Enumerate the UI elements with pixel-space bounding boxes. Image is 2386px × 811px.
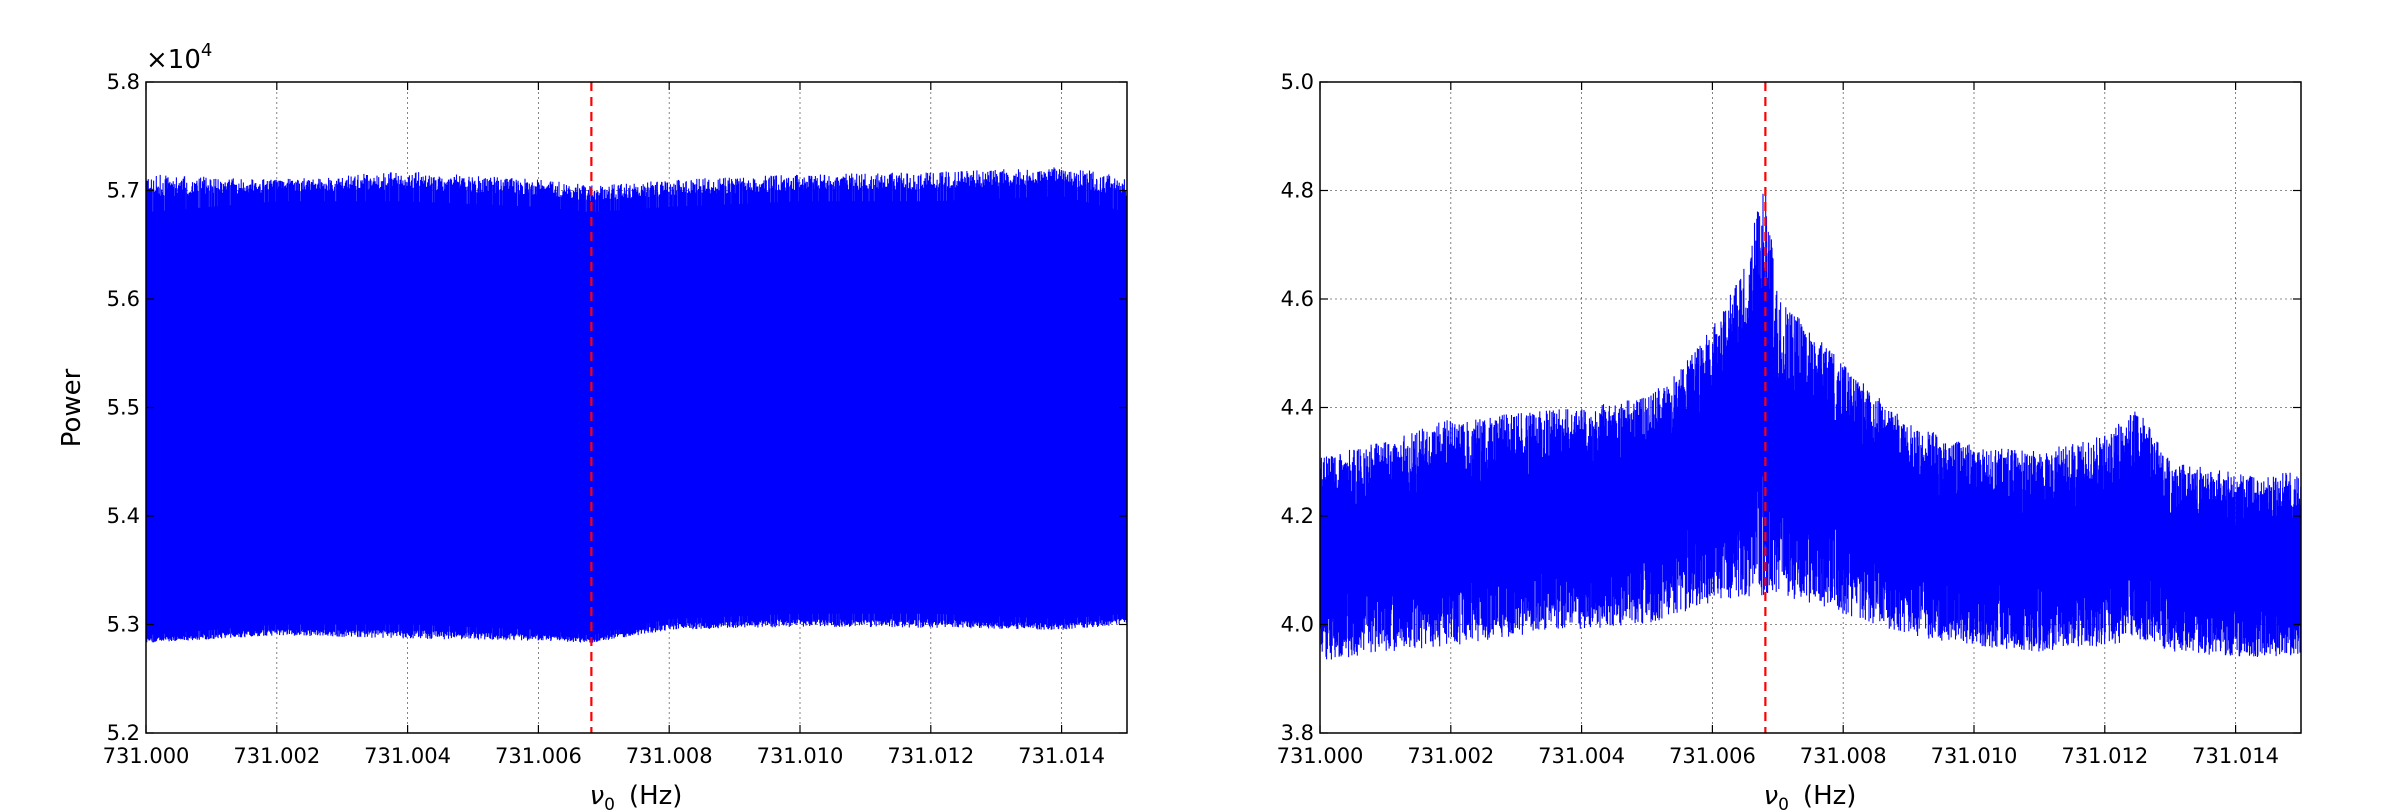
x-axis-label-right-symbol: ν bbox=[1764, 781, 1779, 811]
x-axis-label-left-subscript: 0 bbox=[604, 795, 615, 811]
x-axis-label-left-symbol: ν bbox=[590, 781, 605, 811]
x-tick-label: 731.010 bbox=[1931, 744, 2018, 768]
y-tick-label: 5.8 bbox=[107, 70, 140, 94]
y-tick-label: 4.2 bbox=[1281, 504, 1314, 528]
y-tick-label: 5.2 bbox=[107, 721, 140, 745]
x-axis-label-right: ν0 (Hz) bbox=[1764, 781, 1857, 811]
x-tick-label: 731.010 bbox=[757, 744, 844, 768]
y-tick-label: 5.5 bbox=[107, 396, 140, 420]
y-tick-label: 3.8 bbox=[1281, 721, 1314, 745]
y-tick-label: 4.6 bbox=[1281, 287, 1314, 311]
y-tick-label: 5.0 bbox=[1281, 70, 1314, 94]
x-tick-label: 731.012 bbox=[887, 744, 974, 768]
y-tick-label: 5.4 bbox=[107, 504, 140, 528]
x-tick-label: 731.014 bbox=[2192, 744, 2279, 768]
x-axis-label-left-unit: (Hz) bbox=[629, 781, 683, 811]
x-tick-label: 731.004 bbox=[364, 744, 451, 768]
series-left bbox=[146, 167, 1127, 643]
ticks-left bbox=[145, 81, 1127, 734]
series-line bbox=[146, 167, 1127, 643]
y-tick-labels-left: 5.2 5.3 5.4 5.5 5.6 5.7 5.8 bbox=[107, 70, 140, 745]
x-tick-label: 731.002 bbox=[233, 744, 320, 768]
x-tick-label: 731.014 bbox=[1018, 744, 1105, 768]
y-tick-labels-right: 3.8 4.0 4.2 4.4 4.6 4.8 5.0 bbox=[1281, 70, 1314, 745]
x-tick-label: 731.006 bbox=[1669, 744, 1756, 768]
y-offset-exponent: 4 bbox=[201, 40, 212, 61]
y-axis-label-left: Power bbox=[57, 368, 87, 447]
x-tick-label: 731.006 bbox=[495, 744, 582, 768]
chart-left: 731.000 731.002 731.004 731.006 731.008 731.0… bbox=[57, 40, 1128, 811]
y-tick-label: 4.0 bbox=[1281, 613, 1314, 637]
y-tick-label: 5.6 bbox=[107, 287, 140, 311]
y-offset-text: ×104 bbox=[146, 40, 212, 75]
x-tick-label: 731.000 bbox=[1277, 744, 1364, 768]
x-tick-label: 731.002 bbox=[1407, 744, 1494, 768]
x-tick-label: 731.004 bbox=[1538, 744, 1625, 768]
ticks-right bbox=[1319, 81, 2301, 734]
x-tick-label: 731.000 bbox=[103, 744, 190, 768]
y-tick-label: 4.8 bbox=[1281, 179, 1314, 203]
y-tick-label: 4.4 bbox=[1281, 396, 1314, 420]
x-tick-label: 731.008 bbox=[626, 744, 713, 768]
x-tick-labels-left: 731.000 731.002 731.004 731.006 731.008 731.0… bbox=[103, 744, 1105, 768]
x-axis-label-right-subscript: 0 bbox=[1778, 795, 1789, 811]
y-tick-label: 5.3 bbox=[107, 613, 140, 637]
x-axis-label-right-unit: (Hz) bbox=[1803, 781, 1857, 811]
x-tick-label: 731.008 bbox=[1800, 744, 1887, 768]
x-tick-label: 731.012 bbox=[2061, 744, 2148, 768]
y-tick-label: 5.7 bbox=[107, 179, 140, 203]
x-tick-labels-right: 731.000 731.002 731.004 731.006 731.008 731.0… bbox=[1277, 744, 2279, 768]
x-axis-label-left: ν0 (Hz) bbox=[590, 781, 683, 811]
chart-right: 731.000 731.002 731.004 731.006 731.008 731.0… bbox=[1277, 70, 2302, 811]
